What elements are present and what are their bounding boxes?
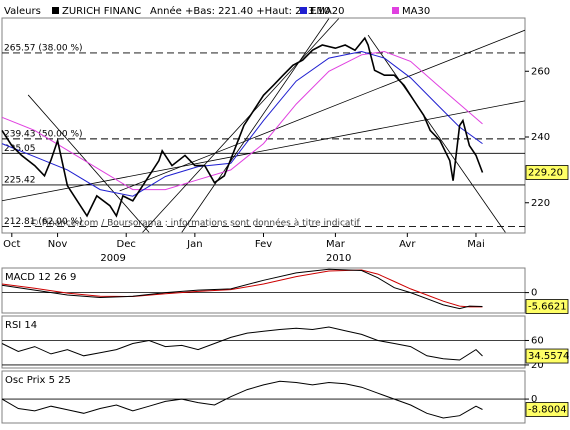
x-tick-label: Avr <box>399 239 416 250</box>
year-label: 2010 <box>326 253 351 264</box>
rsi-frame <box>1 315 526 369</box>
last-value-label: 229.20 <box>528 168 563 179</box>
trend-line <box>119 29 525 192</box>
indicator-line <box>1 50 483 197</box>
indicator-line <box>1 326 483 361</box>
y-tick-label: 0 <box>531 394 537 405</box>
osc-frame <box>1 370 526 424</box>
last-value-box <box>525 348 569 364</box>
level-label: 265.57 (38.00 %) <box>4 43 83 53</box>
y-tick-label: 240 <box>531 132 550 143</box>
panel-title: MACD 12 26 9 <box>5 272 76 283</box>
header-label: Valeurs <box>4 6 41 17</box>
panel-title: Osc Prix 5 25 <box>5 375 71 386</box>
macd-frame <box>1 267 526 314</box>
y-tick-label: 260 <box>531 66 550 77</box>
level-label: 239.43 (50.00 %) <box>4 129 83 139</box>
level-label: 212.81 (62.00 %) <box>4 217 83 227</box>
chart-title: ZURICH FINANC <box>62 6 141 17</box>
x-tick-label: Mai <box>467 239 485 250</box>
trend-line <box>181 18 330 233</box>
indicator-line <box>1 268 483 310</box>
price-line <box>1 36 484 218</box>
trend-line <box>367 34 506 233</box>
y-tick-label: 0 <box>531 288 537 299</box>
price-legend-swatch <box>52 7 59 14</box>
legend-swatch <box>392 7 399 14</box>
x-tick-label: Mar <box>326 239 346 250</box>
trend-line <box>2 100 525 202</box>
last-value-box <box>525 299 569 314</box>
legend-label: EMA20 <box>310 6 345 17</box>
last-value-label: -5.6621 <box>528 302 567 313</box>
panel-title: RSI 14 <box>5 320 37 331</box>
indicator-line <box>1 269 483 308</box>
legend-label: MA30 <box>402 6 430 17</box>
trend-line <box>27 94 150 233</box>
x-tick-label: Dec <box>117 239 136 250</box>
chart-subtitle: Année +Bas: 221.40 +Haut: 273.10 <box>150 5 330 17</box>
level-label: 225.42 <box>4 175 36 185</box>
last-value-box <box>525 165 569 180</box>
footnote: © Finance.com / Boursorama : information… <box>30 218 360 229</box>
last-value-box <box>525 402 569 417</box>
y-tick-label: 60 <box>531 335 544 346</box>
legend-swatch <box>300 7 307 14</box>
x-tick-label: Jan <box>186 239 202 250</box>
trend-line <box>142 18 339 233</box>
y-tick-label: 20 <box>531 360 544 371</box>
x-tick-label: Oct <box>3 239 20 250</box>
indicator-line <box>1 380 483 419</box>
x-tick-label: Fev <box>255 239 272 250</box>
x-tick-label: Nov <box>48 239 68 250</box>
year-label: 2009 <box>100 253 125 264</box>
y-tick-label: 220 <box>531 198 550 209</box>
last-value-label: 34.5574 <box>528 351 569 362</box>
indicator-line <box>1 50 483 191</box>
last-value-label: -8.8004 <box>528 404 567 415</box>
level-label: 235.05 <box>4 144 36 154</box>
